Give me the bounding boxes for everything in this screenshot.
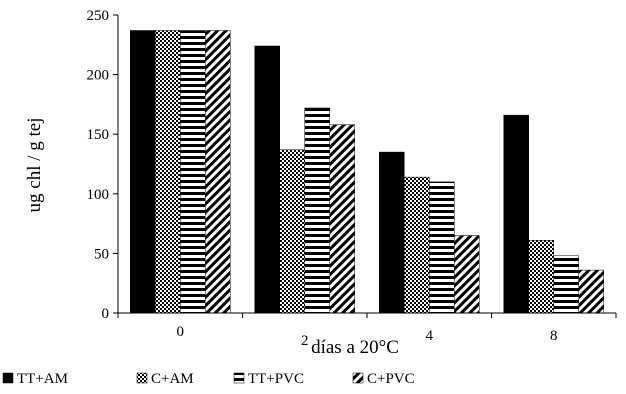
- bar-c-pvc-2: [329, 124, 355, 314]
- bar-c-pvc-4: [454, 235, 480, 314]
- y-tick-label: 50: [94, 246, 109, 262]
- legend-label-tt-am: TT+AM: [17, 371, 68, 387]
- y-tick-label: 150: [87, 127, 110, 143]
- bar-c-pvc-0: [205, 30, 231, 314]
- y-ticks: 0 50 100 150 200 250: [87, 8, 118, 322]
- bar-tt-pvc-2: [304, 107, 330, 314]
- legend-label-c-am: C+AM: [151, 371, 194, 387]
- legend-swatch-c-pvc: [352, 372, 364, 384]
- bar-tt-pvc-0: [180, 30, 206, 314]
- bar-tt-pvc-4: [429, 181, 455, 314]
- x-tick-label: 0: [177, 324, 185, 340]
- bar-c-am-0: [155, 30, 181, 314]
- bar-c-am-4: [404, 176, 430, 314]
- bars-layer: [130, 30, 604, 314]
- bar-tt-am-4: [379, 151, 405, 314]
- x-tick-label: 8: [550, 328, 558, 344]
- bar-tt-am-0: [130, 30, 156, 314]
- y-tick-label: 100: [87, 187, 110, 203]
- legend-label-tt-pvc: TT+PVC: [248, 371, 304, 387]
- bar-c-pvc-8: [578, 269, 604, 314]
- y-tick-label: 0: [102, 306, 110, 322]
- bar-tt-pvc-8: [553, 255, 579, 314]
- bar-c-am-2: [279, 149, 305, 314]
- x-ticks: 0 2 4 8: [117, 313, 617, 349]
- x-tick-label: 4: [426, 328, 434, 344]
- x-axis-title: días a 20°C: [311, 337, 399, 358]
- y-tick-label: 250: [87, 8, 110, 24]
- legend: TT+AM C+AM TT+PVC C+PVC: [2, 371, 415, 387]
- x-tick-label: 2: [301, 333, 309, 349]
- bar-tt-am-2: [254, 45, 280, 314]
- legend-swatch-tt-pvc: [233, 372, 245, 384]
- legend-label-c-pvc: C+PVC: [367, 371, 415, 387]
- y-axis-title: ug chl / g tej: [24, 118, 45, 213]
- bar-c-am-8: [528, 240, 554, 314]
- bar-tt-am-8: [503, 114, 529, 314]
- legend-swatch-c-am: [136, 372, 148, 384]
- legend-swatch-tt-am: [2, 372, 14, 384]
- y-tick-label: 200: [87, 68, 110, 84]
